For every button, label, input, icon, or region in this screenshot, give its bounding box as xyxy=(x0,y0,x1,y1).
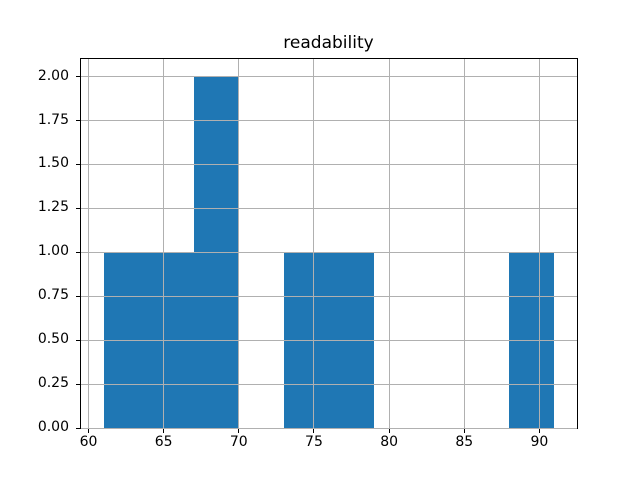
y-tick-mark xyxy=(76,163,80,165)
x-gridline xyxy=(463,59,465,428)
x-tick-label: 85 xyxy=(455,434,474,450)
y-gridline xyxy=(81,339,577,341)
y-tick-mark xyxy=(76,295,80,297)
y-gridline xyxy=(81,251,577,253)
x-gridline xyxy=(88,59,89,428)
x-tick-mark xyxy=(238,429,240,433)
y-tick-label: 0.50 xyxy=(37,331,69,348)
y-gridline xyxy=(81,120,577,121)
x-gridline xyxy=(388,59,390,428)
y-tick-label: 0.75 xyxy=(37,287,69,304)
y-tick-mark xyxy=(76,383,80,385)
x-tick-label: 60 xyxy=(79,434,98,450)
y-gridline xyxy=(81,295,577,297)
y-tick-mark xyxy=(76,339,80,341)
y-gridline xyxy=(81,76,577,78)
x-gridline xyxy=(313,59,315,428)
x-gridline xyxy=(238,59,240,428)
x-tick-label: 70 xyxy=(229,434,248,450)
y-tick-label: 1.50 xyxy=(37,155,69,172)
plot-area xyxy=(80,58,578,429)
y-tick-mark xyxy=(76,76,80,78)
y-tick-label: 1.75 xyxy=(37,111,69,128)
grid-layer xyxy=(81,59,577,429)
x-gridline xyxy=(538,59,540,428)
y-tick-mark xyxy=(76,251,80,253)
x-gridline xyxy=(163,59,165,428)
y-tick-label: 2.00 xyxy=(37,67,69,84)
chart-title: readability xyxy=(283,33,374,53)
x-tick-label: 75 xyxy=(305,434,323,450)
x-tick-label: 80 xyxy=(380,434,399,450)
y-tick-mark xyxy=(76,207,80,209)
y-gridline xyxy=(81,383,577,385)
x-tick-mark xyxy=(313,429,315,433)
x-tick-mark xyxy=(163,429,165,433)
y-tick-label: 1.00 xyxy=(37,243,69,260)
x-tick-mark xyxy=(463,429,465,433)
x-tick-mark xyxy=(538,429,540,433)
y-tick-mark xyxy=(76,120,80,121)
y-tick-label: 1.25 xyxy=(37,199,69,216)
x-tick-label: 90 xyxy=(530,434,549,450)
y-gridline xyxy=(81,163,577,165)
y-tick-label: 0.00 xyxy=(37,419,69,435)
x-tick-label: 65 xyxy=(154,434,173,450)
x-tick-mark xyxy=(388,429,390,433)
y-tick-mark xyxy=(76,427,80,429)
x-tick-mark xyxy=(88,429,89,433)
y-gridline xyxy=(81,207,577,209)
y-gridline xyxy=(81,427,577,429)
y-tick-label: 0.25 xyxy=(37,375,69,392)
